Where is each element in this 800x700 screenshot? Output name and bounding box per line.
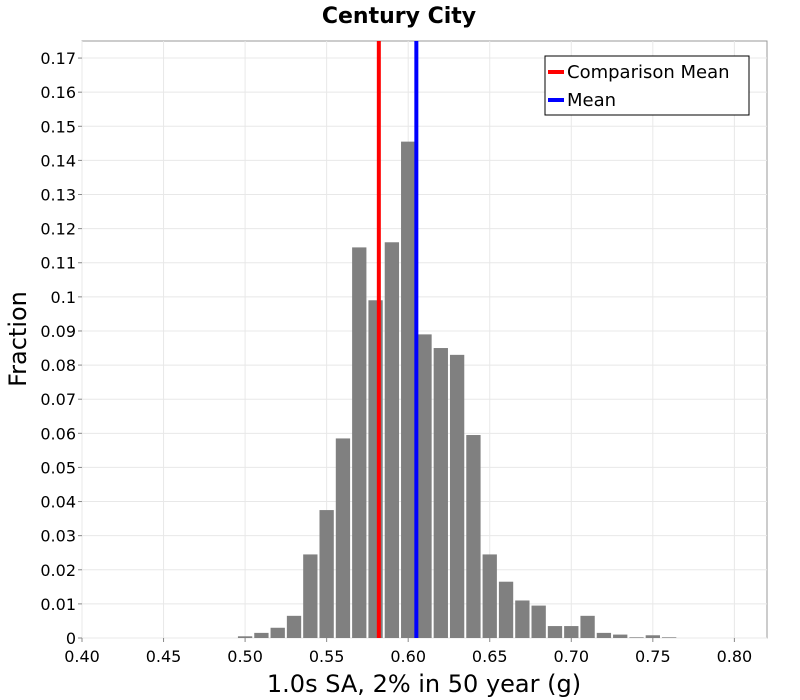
histogram-bar <box>401 141 416 638</box>
y-tick-label: 0.16 <box>40 83 76 102</box>
y-tick-label: 0.06 <box>40 424 76 443</box>
histogram-bar <box>580 615 595 638</box>
y-tick-label: 0.17 <box>40 49 76 68</box>
y-tick-label: 0.02 <box>40 561 76 580</box>
x-tick-label: 0.45 <box>146 647 182 666</box>
histogram-bar <box>629 637 644 638</box>
y-tick-label: 0.12 <box>40 220 76 239</box>
y-tick-label: 0.09 <box>40 322 76 341</box>
histogram-bar <box>286 615 302 638</box>
histogram-bar <box>498 581 514 638</box>
histogram-bar <box>433 348 448 638</box>
histogram-bar <box>352 247 367 639</box>
y-tick-label: 0.07 <box>40 390 76 409</box>
x-axis-ticks: 0.40 0.45 0.50 0.55 0.60 0.65 0.70 0.75 0.80 <box>64 638 752 666</box>
x-axis-label: 1.0s SA, 2% in 50 year (g) <box>267 670 581 698</box>
histogram-bar <box>303 554 318 638</box>
histogram-bar <box>417 334 432 638</box>
histogram-bar <box>661 637 677 638</box>
legend-label: Comparison Mean <box>567 62 730 83</box>
histogram-bar <box>482 554 497 638</box>
histogram-bar <box>466 435 481 638</box>
y-tick-label: 0.13 <box>40 186 76 205</box>
legend-box <box>544 55 750 116</box>
x-tick-label: 0.75 <box>635 647 671 666</box>
histogram-bar <box>270 627 285 638</box>
x-tick-label: 0.80 <box>717 647 753 666</box>
y-tick-label: 0.05 <box>40 458 76 477</box>
histogram-bar <box>531 605 546 638</box>
x-tick-label: 0.60 <box>390 647 426 666</box>
y-tick-label: 0.04 <box>40 493 76 512</box>
histogram-bar <box>515 600 530 638</box>
y-tick-label: 0.03 <box>40 527 76 546</box>
mean-lines <box>376 41 419 638</box>
y-tick-label: 0.01 <box>40 595 76 614</box>
x-tick-label: 0.50 <box>227 647 263 666</box>
x-tick-label: 0.65 <box>472 647 508 666</box>
y-tick-label: 0 <box>66 629 76 648</box>
histogram-bar <box>335 438 351 638</box>
x-tick-label: 0.40 <box>64 647 100 666</box>
histogram-bars <box>237 141 677 639</box>
legend: Comparison Mean Mean <box>544 55 750 116</box>
histogram-bar <box>564 626 579 638</box>
histogram-bar <box>547 626 563 638</box>
y-tick-label: 0.08 <box>40 356 76 375</box>
y-tick-label: 0.15 <box>40 117 76 136</box>
y-axis-label: Fraction <box>4 291 32 387</box>
histogram-bar <box>449 354 465 638</box>
histogram-bar <box>319 510 334 638</box>
histogram-bar <box>613 634 628 638</box>
histogram-bar <box>596 632 612 638</box>
x-tick-label: 0.70 <box>553 647 589 666</box>
histogram-bar <box>254 632 269 638</box>
chart-title: Century City <box>322 4 476 29</box>
y-tick-label: 0.1 <box>51 288 76 307</box>
y-tick-label: 0.14 <box>40 151 76 170</box>
legend-label: Mean <box>567 90 616 111</box>
histogram-bar <box>645 635 660 638</box>
x-tick-label: 0.55 <box>309 647 345 666</box>
histogram-bar <box>237 636 253 638</box>
histogram-bar <box>384 242 400 638</box>
y-axis-ticks: 0 0.01 0.02 0.03 0.04 0.05 0.06 0.07 0.08 0.09 0.1… <box>40 49 82 648</box>
y-tick-label: 0.11 <box>40 254 76 273</box>
